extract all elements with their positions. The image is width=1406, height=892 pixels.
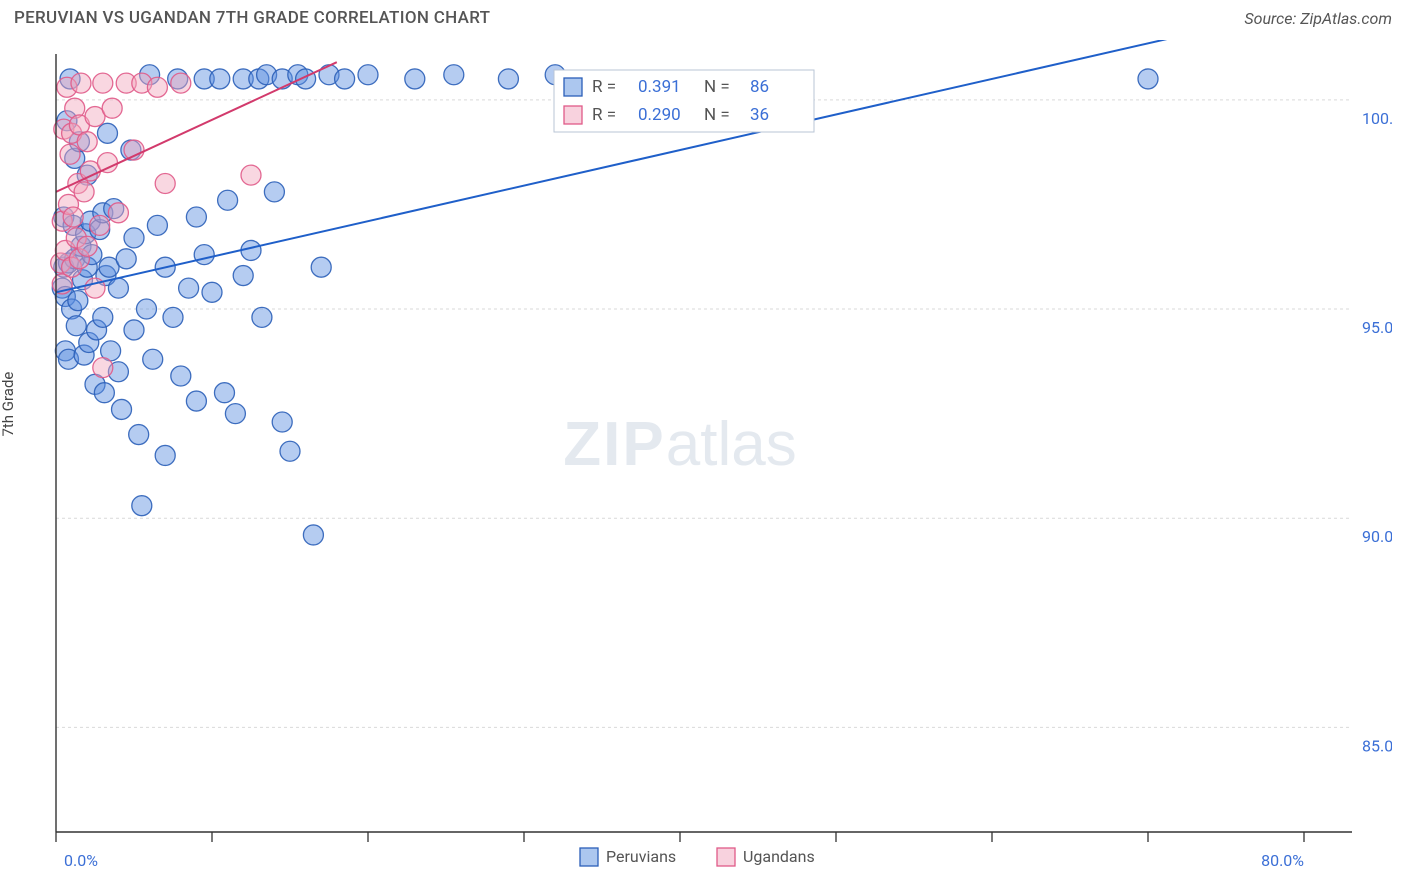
legend-swatch xyxy=(564,78,582,96)
scatter-point xyxy=(93,307,113,327)
stats-n-label: N = xyxy=(704,105,730,125)
scatter-point xyxy=(93,73,113,93)
legend-label: Peruvians xyxy=(606,847,676,866)
scatter-point xyxy=(218,190,238,210)
y-tick-label: 85.0% xyxy=(1362,736,1392,755)
stats-r-label: R = xyxy=(592,77,616,97)
y-tick-label: 100.0% xyxy=(1362,109,1392,128)
scatter-point xyxy=(225,404,245,424)
scatter-point xyxy=(124,140,144,160)
legend-swatch xyxy=(580,848,598,866)
scatter-point xyxy=(1138,69,1158,89)
scatter-point xyxy=(194,245,214,265)
scatter-point xyxy=(129,425,149,445)
scatter-point xyxy=(71,73,91,93)
scatter-point xyxy=(97,123,117,143)
scatter-point xyxy=(358,65,378,85)
scatter-point xyxy=(214,383,234,403)
scatter-point xyxy=(77,132,97,152)
scatter-point xyxy=(136,299,156,319)
scatter-point xyxy=(93,358,113,378)
chart-title: PERUVIAN VS UGANDAN 7TH GRADE CORRELATIO… xyxy=(14,8,490,28)
scatter-point xyxy=(186,391,206,411)
scatter-point xyxy=(116,249,136,269)
scatter-chart: 85.0% 90.0% 95.0% 100.0% ZIPatlas 0.0% 80.0% R … xyxy=(14,40,1392,880)
scatter-point xyxy=(108,278,128,298)
scatter-point xyxy=(264,182,284,202)
stats-r-value: 0.290 xyxy=(638,105,681,125)
scatter-point xyxy=(97,153,117,173)
scatter-point xyxy=(171,73,191,93)
scatter-point xyxy=(112,399,132,419)
scatter-point xyxy=(108,203,128,223)
scatter-point xyxy=(90,215,110,235)
scatter-point xyxy=(124,320,144,340)
scatter-point xyxy=(210,69,230,89)
scatter-point xyxy=(155,445,175,465)
chart-source: Source: ZipAtlas.com xyxy=(1244,9,1392,28)
scatter-point xyxy=(311,257,331,277)
scatter-point xyxy=(171,366,191,386)
scatter-point xyxy=(280,441,300,461)
scatter-point xyxy=(252,307,272,327)
x-tick-label: 0.0% xyxy=(64,851,98,870)
scatter-point xyxy=(272,412,292,432)
scatter-point xyxy=(68,291,88,311)
y-tick-label: 90.0% xyxy=(1362,527,1392,546)
scatter-point xyxy=(498,69,518,89)
scatter-point xyxy=(186,207,206,227)
scatter-point xyxy=(147,215,167,235)
scatter-point xyxy=(74,182,94,202)
x-tick-label: 80.0% xyxy=(1261,851,1304,870)
scatter-point xyxy=(94,383,114,403)
scatter-point xyxy=(335,69,355,89)
stats-n-value: 36 xyxy=(750,105,769,125)
y-axis-label: 7th Grade xyxy=(0,372,17,437)
scatter-point xyxy=(77,236,97,256)
watermark: ZIPatlas xyxy=(563,410,796,479)
scatter-point xyxy=(66,316,86,336)
chart-container: 7th Grade 85.0%90.0%95.0%100.0%ZIPatlas0… xyxy=(14,40,1392,880)
scatter-point xyxy=(233,266,253,286)
scatter-point xyxy=(163,307,183,327)
scatter-point xyxy=(444,65,464,85)
legend-swatch xyxy=(717,848,735,866)
scatter-point xyxy=(63,207,83,227)
scatter-point xyxy=(179,278,199,298)
y-tick-label: 95.0% xyxy=(1362,318,1392,337)
stats-n-label: N = xyxy=(704,77,730,97)
scatter-point xyxy=(405,69,425,89)
scatter-point xyxy=(143,349,163,369)
legend-swatch xyxy=(564,106,582,124)
scatter-point xyxy=(102,98,122,118)
stats-r-label: R = xyxy=(592,105,616,125)
scatter-point xyxy=(60,144,80,164)
scatter-point xyxy=(303,525,323,545)
legend-label: Ugandans xyxy=(743,847,815,866)
scatter-point xyxy=(241,165,261,185)
chart-header: PERUVIAN VS UGANDAN 7TH GRADE CORRELATIO… xyxy=(0,0,1406,33)
scatter-point xyxy=(132,496,152,516)
scatter-point xyxy=(202,282,222,302)
scatter-point xyxy=(124,228,144,248)
stats-r-value: 0.391 xyxy=(638,77,681,97)
scatter-point xyxy=(155,174,175,194)
scatter-point xyxy=(147,77,167,97)
stats-n-value: 86 xyxy=(750,77,769,97)
